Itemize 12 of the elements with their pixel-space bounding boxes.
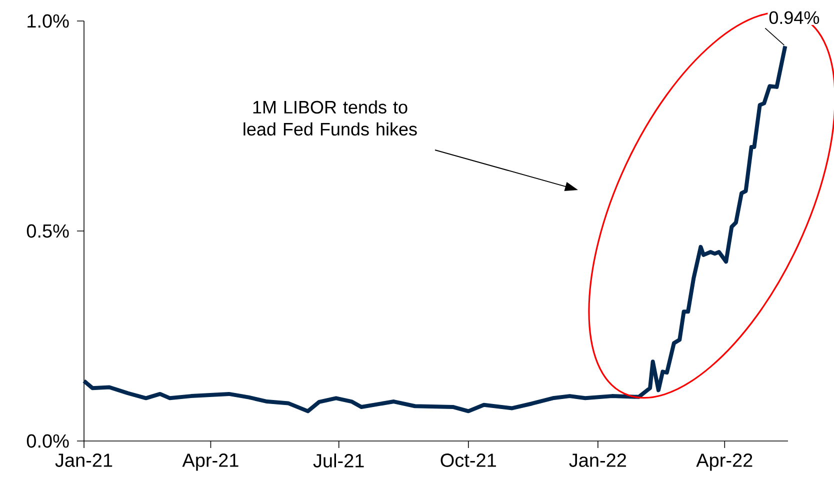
annotation: 1M LIBOR tends to lead Fed Funds hikes	[244, 100, 417, 136]
x-tick-label: Apr-22	[696, 454, 752, 471]
line-series	[82, 44, 788, 414]
y-tick-label: 0.0%	[26, 434, 69, 448]
x-tick-label: Jan-22	[569, 454, 626, 467]
y-tick-label: 1.0%	[28, 14, 69, 28]
y-tick-label: 0.5%	[26, 224, 69, 238]
x-tick-label: Jan-21	[55, 454, 112, 467]
x-tick-label: Oct-21	[440, 454, 496, 467]
annotation: 0.94%	[769, 11, 820, 24]
x-tick-label: Apr-21	[182, 454, 238, 471]
x-tick-label: Jul-21	[313, 454, 364, 468]
